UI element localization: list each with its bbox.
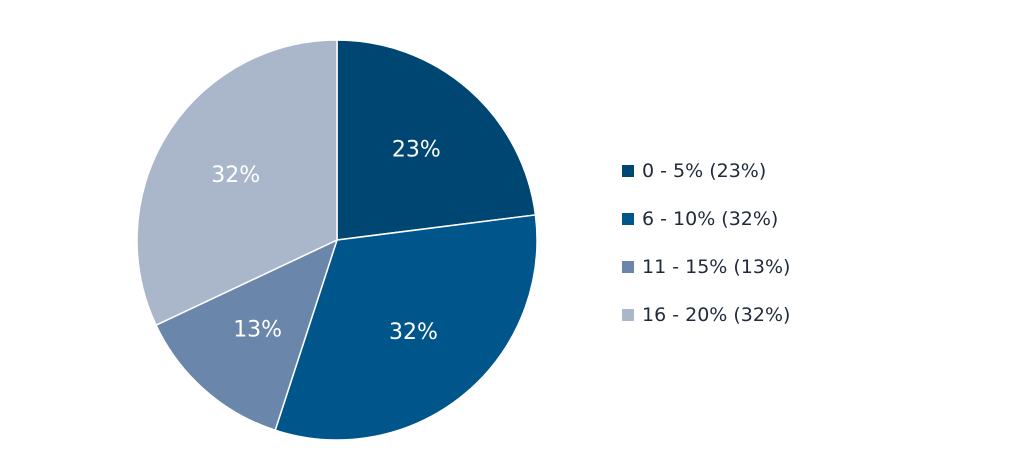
legend-item: 16 - 20% (32%) bbox=[622, 304, 790, 326]
legend-swatch bbox=[622, 213, 634, 225]
legend-label: 11 - 15% (13%) bbox=[642, 256, 790, 278]
slice-percent-label: 32% bbox=[211, 163, 260, 188]
legend-item: 11 - 15% (13%) bbox=[622, 256, 790, 278]
legend-label: 6 - 10% (32%) bbox=[642, 208, 778, 230]
pie-slice-3 bbox=[155, 238, 339, 432]
legend-item: 6 - 10% (32%) bbox=[622, 208, 778, 230]
slice-percent-label: 32% bbox=[389, 320, 438, 345]
legend-swatch bbox=[622, 165, 634, 177]
legend-swatch bbox=[622, 309, 634, 321]
pie-slice-2 bbox=[274, 214, 538, 441]
legend-item: 0 - 5% (23%) bbox=[622, 160, 766, 182]
legend-swatch bbox=[622, 261, 634, 273]
pie-slice-labels: 23% 32% 13% 32% bbox=[211, 137, 441, 344]
legend-label: 16 - 20% (32%) bbox=[642, 304, 790, 326]
legend: 0 - 5% (23%) 6 - 10% (32%) 11 - 15% (13%) 1… bbox=[622, 160, 790, 326]
pie-slice-4 bbox=[136, 39, 338, 327]
slice-percent-label: 23% bbox=[392, 137, 441, 162]
legend-label: 0 - 5% (23%) bbox=[642, 160, 766, 182]
slice-percent-label: 13% bbox=[233, 318, 282, 343]
pie-slices bbox=[136, 39, 538, 441]
pie-slice-1 bbox=[336, 39, 537, 241]
